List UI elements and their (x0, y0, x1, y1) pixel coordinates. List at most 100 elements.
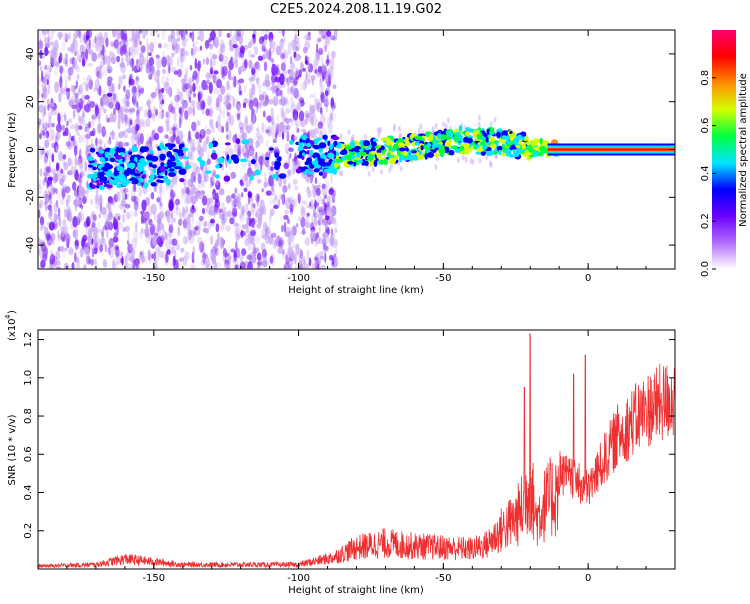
noise-speckle (206, 41, 211, 46)
noise-speckle (158, 211, 165, 220)
noise-speckle (278, 240, 283, 248)
noise-speckle (190, 158, 194, 163)
noise-speckle (76, 257, 79, 269)
noise-speckle (120, 200, 127, 208)
noise-speckle (287, 246, 294, 257)
noise-speckle (207, 128, 211, 134)
noise-speckle (273, 204, 279, 209)
noise-speckle (174, 94, 181, 103)
noise-speckle (76, 110, 80, 119)
noise-speckle (247, 210, 252, 218)
noise-speckle (95, 41, 101, 52)
ridge-blob (541, 139, 550, 147)
noise-speckle (38, 179, 42, 189)
noise-speckle (77, 131, 81, 137)
noise-speckle (41, 129, 46, 136)
noise-speckle (161, 87, 165, 94)
noise-speckle (158, 222, 165, 231)
x-tick-label: 0 (585, 573, 591, 584)
noise-speckle (324, 95, 329, 102)
noise-speckle (97, 88, 101, 96)
noise-speckle (156, 236, 163, 246)
noise-speckle (240, 230, 246, 237)
noise-speckle (48, 116, 52, 125)
noise-speckle (233, 198, 237, 208)
noise-speckle (256, 127, 260, 133)
noise-speckle (205, 228, 209, 235)
noise-speckle (265, 85, 272, 91)
noise-speckle (190, 191, 194, 203)
noise-speckle (48, 102, 55, 108)
noise-speckle (156, 33, 160, 38)
noise-speckle (149, 31, 155, 36)
ridge-blob (479, 141, 486, 146)
noise-speckle (281, 107, 285, 119)
noise-speckle (180, 47, 186, 57)
noise-speckle (123, 142, 129, 147)
noise-speckle (286, 124, 291, 131)
noise-speckle (270, 166, 274, 172)
x-tick-label: 0 (585, 273, 591, 284)
noise-speckle (257, 213, 263, 226)
ridge-blob (133, 173, 141, 177)
ridge-blob (318, 148, 323, 153)
noise-speckle (146, 59, 150, 69)
noise-speckle (331, 257, 335, 266)
noise-speckle (316, 72, 322, 78)
ridge-blob (472, 142, 476, 146)
ridge-blob (160, 162, 165, 167)
noise-speckle (55, 250, 61, 260)
noise-speckle (191, 121, 197, 132)
noise-speckle (68, 99, 74, 107)
noise-speckle (121, 214, 126, 223)
noise-speckle (283, 34, 287, 45)
y-tick-label: 0.8 (23, 408, 34, 424)
noise-speckle (139, 229, 143, 240)
noise-speckle (126, 192, 130, 202)
noise-speckle (111, 83, 115, 96)
noise-speckle (71, 262, 75, 269)
noise-speckle (122, 189, 127, 201)
noise-speckle (78, 148, 82, 159)
ridge-blob (131, 145, 136, 153)
noise-speckle (74, 199, 78, 212)
noise-speckle (124, 203, 131, 209)
noise-speckle (56, 170, 62, 181)
noise-speckle (332, 238, 338, 245)
noise-speckle (47, 176, 54, 181)
noise-speckle (65, 60, 68, 68)
noise-speckle (90, 258, 95, 266)
noise-speckle (124, 114, 128, 123)
noise-speckle (311, 263, 316, 269)
noise-speckle (60, 112, 64, 124)
noise-speckle (127, 262, 132, 269)
noise-speckle (159, 183, 163, 195)
noise-speckle (68, 213, 72, 223)
noise-speckle (122, 43, 127, 55)
ridge-blob (496, 145, 503, 152)
noise-speckle (62, 131, 66, 137)
noise-speckle (94, 35, 97, 44)
noise-speckle (136, 101, 139, 109)
noise-speckle (300, 206, 306, 218)
noise-speckle (327, 122, 334, 134)
noise-speckle (226, 80, 230, 90)
noise-speckle (332, 84, 337, 89)
ridge-blob (110, 180, 119, 186)
noise-speckle (134, 258, 140, 266)
ridge-blob (327, 152, 335, 159)
noise-speckle (165, 89, 171, 95)
noise-speckle (91, 52, 98, 62)
noise-speckle (185, 30, 188, 35)
noise-speckle (102, 97, 105, 103)
noise-speckle (39, 216, 45, 226)
noise-speckle (98, 49, 104, 58)
ridge-blob (504, 141, 510, 145)
noise-speckle (271, 82, 276, 95)
noise-speckle (67, 157, 72, 167)
noise-speckle (258, 82, 262, 92)
noise-speckle (294, 34, 297, 45)
noise-speckle (153, 211, 157, 222)
noise-speckle (181, 98, 185, 105)
